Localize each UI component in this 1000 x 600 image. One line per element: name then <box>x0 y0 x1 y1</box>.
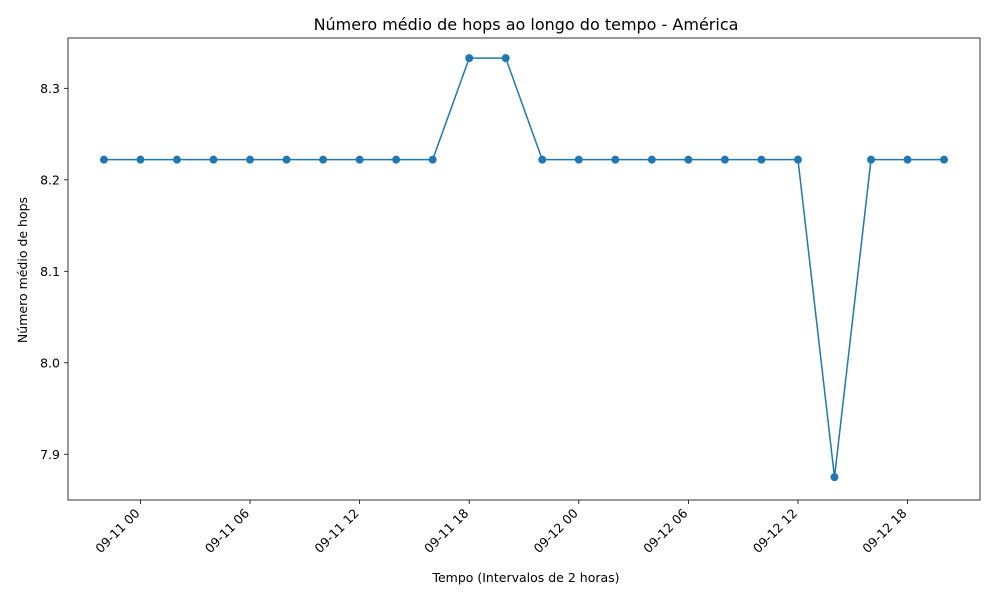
data-point <box>355 155 364 164</box>
data-point <box>538 155 547 164</box>
series-line <box>103 57 945 478</box>
data-point <box>903 155 912 164</box>
y-tick-label: 8.0 <box>40 355 60 370</box>
y-tick-label: 8.3 <box>40 81 60 96</box>
data-point <box>319 155 328 164</box>
data-point <box>282 155 291 164</box>
data-point <box>392 155 401 164</box>
data-point <box>172 155 181 164</box>
data-point <box>793 155 802 164</box>
data-point <box>501 54 510 63</box>
x-tick-label: 09-11 12 <box>311 506 361 556</box>
data-point <box>611 155 620 164</box>
data-point <box>757 155 766 164</box>
data-point <box>574 155 583 164</box>
x-tick-label: 09-11 00 <box>92 505 142 555</box>
x-tick-label: 09-12 06 <box>640 505 690 555</box>
plot-frame <box>67 37 981 501</box>
x-tick-label: 09-11 06 <box>202 505 252 555</box>
x-axis-label: Tempo (Intervalos de 2 horas) <box>431 570 619 585</box>
y-tick-label: 8.2 <box>40 172 60 187</box>
data-point <box>647 155 656 164</box>
data-point <box>428 155 437 164</box>
data-point <box>867 155 876 164</box>
x-tick-label: 09-12 12 <box>750 506 800 556</box>
plot-area: 09-11 00 09-11 06 09-11 12 09-11 18 09-12 00… <box>40 37 981 556</box>
data-point <box>940 155 949 164</box>
data-point <box>136 155 145 164</box>
data-point <box>209 155 218 164</box>
data-point <box>684 155 693 164</box>
y-axis-label: Número médio de hops <box>15 197 30 343</box>
x-tick-label: 09-12 18 <box>859 505 909 555</box>
x-tick-label: 09-12 00 <box>531 505 581 555</box>
data-point <box>246 155 255 164</box>
data-point <box>720 155 729 164</box>
data-point <box>99 155 108 164</box>
chart-title: Número médio de hops ao longo do tempo -… <box>314 15 739 34</box>
x-tick-label: 09-11 18 <box>421 505 471 555</box>
y-tick-label: 7.9 <box>40 447 60 462</box>
y-tick-label: 8.1 <box>40 264 60 279</box>
data-point <box>830 473 839 482</box>
data-point <box>465 54 474 63</box>
